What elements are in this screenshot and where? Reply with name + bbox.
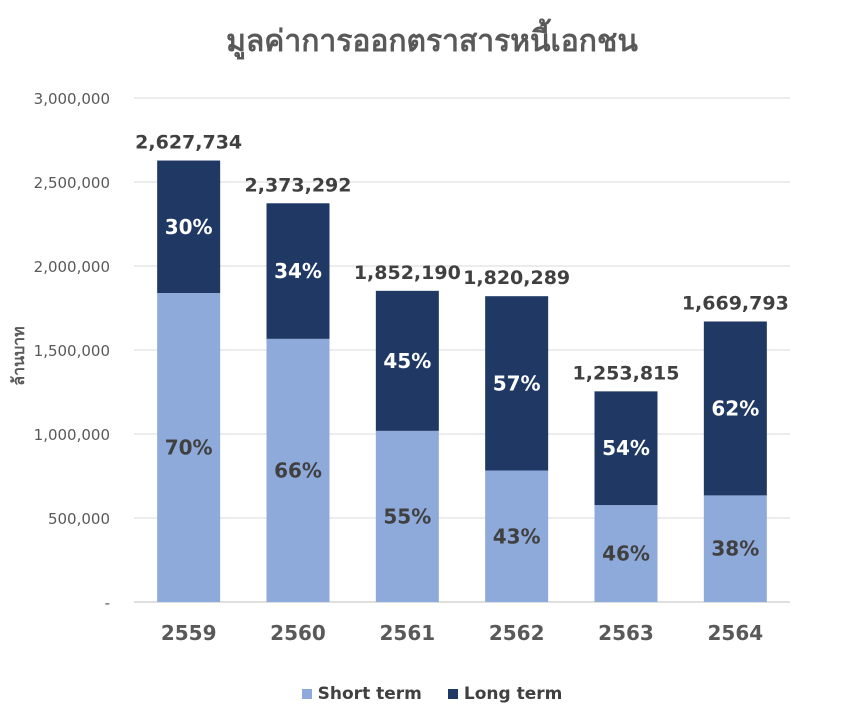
x-tick-label: 2564 [707,621,763,645]
bar-segment-long-term [594,391,658,506]
legend: Short term Long term [0,684,864,704]
chart-title: มูลค่าการออกตราสารหนี้เอกชน [226,24,638,59]
segment-percent-label: 34% [274,259,322,283]
bar-total-label: 1,253,815 [573,362,680,384]
bar-segment-long-term [266,203,330,339]
bar-segment-short-term [266,338,330,602]
bar-segment-long-term [703,321,767,496]
segment-percent-label: 66% [274,458,322,482]
legend-swatch-long-term [447,689,458,699]
y-tick-label: 1,500,000 [34,342,110,360]
bar-segment-short-term [157,292,221,602]
bar-segment-long-term [157,160,221,293]
segment-percent-label: 46% [602,542,650,566]
x-tick-label: 2563 [598,621,654,645]
legend-label-short-term: Short term [317,684,422,704]
y-tick-label: 3,000,000 [34,90,110,108]
bar-total-label: 1,669,793 [682,292,789,314]
segment-percent-label: 57% [493,371,541,395]
bar-segment-long-term [485,296,549,471]
x-tick-label: 2560 [270,621,326,645]
segment-percent-label: 54% [602,436,650,460]
legend-item-long-term: Long term [447,684,563,704]
y-tick-label: 500,000 [48,510,110,528]
y-tick-label: - [105,594,110,612]
y-tick-label: 2,000,000 [34,258,110,276]
bar-segment-long-term [375,290,439,431]
segment-percent-label: 38% [711,537,759,561]
x-tick-label: 2559 [161,621,217,645]
segment-percent-label: 55% [383,504,431,528]
bar-total-label: 1,852,190 [354,262,461,284]
bar-segment-short-term [703,495,767,602]
y-tick-label: 1,000,000 [34,426,110,444]
bar-segment-short-term [594,505,658,602]
bar-total-label: 2,627,734 [135,132,242,154]
segment-percent-label: 45% [383,349,431,373]
segment-percent-label: 43% [493,524,541,548]
y-tick-label: 2,500,000 [34,174,110,192]
x-tick-label: 2561 [379,621,435,645]
legend-label-long-term: Long term [463,684,563,704]
bar-total-label: 1,820,289 [463,267,570,289]
segment-percent-label: 62% [711,396,759,420]
y-axis-title: ล้านบาท [9,326,28,385]
legend-swatch-short-term [301,689,312,699]
legend-item-short-term: Short term [301,684,422,704]
segment-percent-label: 70% [165,435,213,459]
bar-segment-short-term [485,470,549,602]
x-tick-label: 2562 [489,621,545,645]
segment-percent-label: 30% [165,215,213,239]
bar-total-label: 2,373,292 [245,174,352,196]
bar-segment-short-term [375,430,439,602]
